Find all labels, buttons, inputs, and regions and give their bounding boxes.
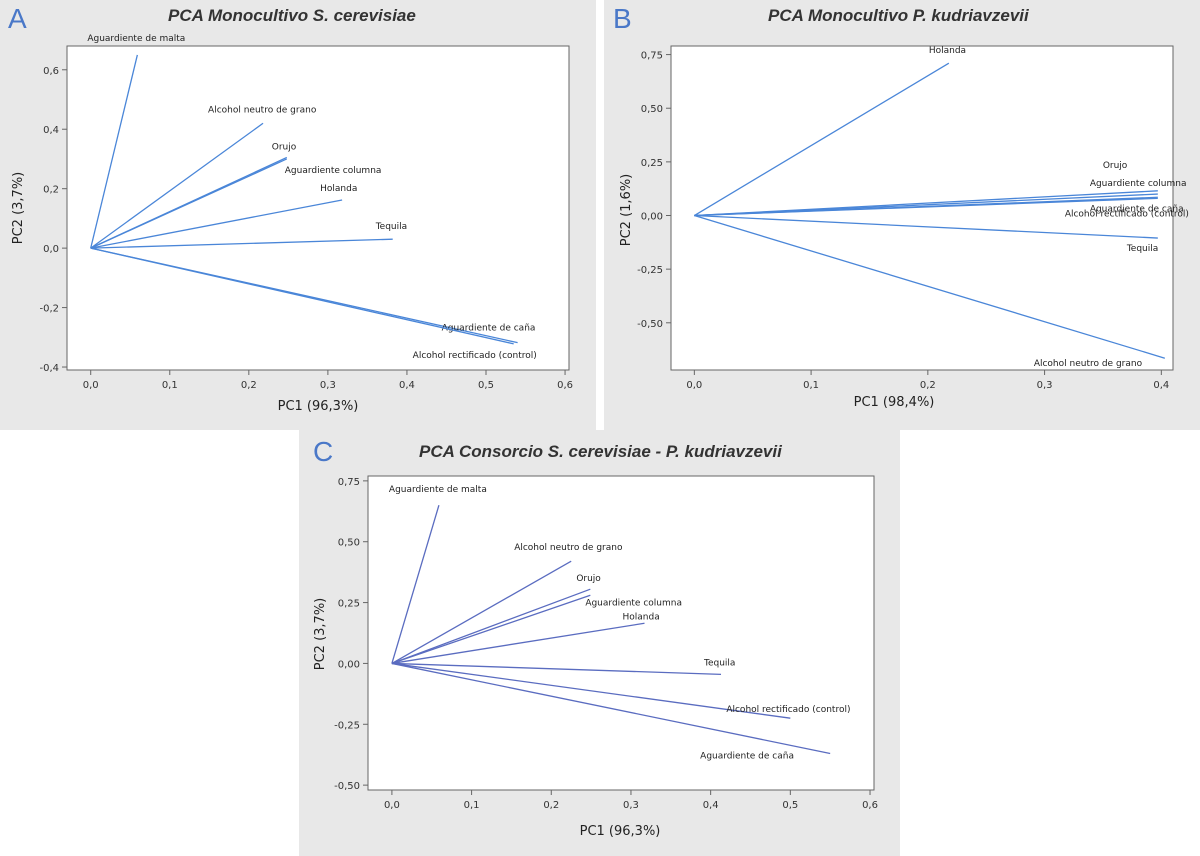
y-tick-label: 0,6 <box>43 66 59 77</box>
panel-label: A <box>8 3 27 34</box>
chart-a-svg: 0,0 0,1 0,2 0,3 0,4 0,5 0,6 -0,4 -0,2 0,0 0,2 0,4 0,… <box>11 34 573 414</box>
loading-vector <box>90 247 514 345</box>
x-tick-label: 0,6 <box>557 380 573 391</box>
vector-label: Tequila <box>1126 244 1158 254</box>
vector-label: Tequila <box>703 658 735 668</box>
x-tick-label: 0,6 <box>862 800 878 811</box>
panel-a: A PCA Monocultivo S. cerevisiae 0,0 0,1 0,… <box>0 0 596 430</box>
chart-b-svg: 0,0 0,1 0,2 0,3 0,4 -0,50 -0,25 0,00 0,25 0,50 0,7… <box>619 45 1189 410</box>
vector-label: Aguardiente columna <box>1090 179 1187 189</box>
plot-area <box>670 45 1174 371</box>
x-tick-label: 0,1 <box>803 380 819 391</box>
x-tick-label: 0,3 <box>1037 380 1053 391</box>
y-tick-label: -0,4 <box>39 363 59 374</box>
panel-label: C <box>313 436 334 467</box>
x-axis-label: PC1 (96,3%) <box>278 399 359 414</box>
x-tick-label: 0,3 <box>623 800 639 811</box>
x-axis-label: PC1 (96,3%) <box>580 824 661 839</box>
vector-label: Holanda <box>320 184 357 194</box>
loading-vector <box>694 197 1158 217</box>
vector-label: Alcohol neutro de grano <box>208 105 317 115</box>
loading-vector <box>694 214 1158 239</box>
loading-vector <box>391 622 645 665</box>
x-tick-label: 0,3 <box>320 380 336 391</box>
vector-label: Orujo <box>576 574 601 584</box>
chart-c-svg: 0,0 0,1 0,2 0,3 0,4 0,5 0,6 -0,50 -0,25 0,00 0,25 0… <box>313 475 878 839</box>
x-tick-label: 0,2 <box>241 380 257 391</box>
vector-label: Orujo <box>272 142 297 152</box>
loading-vector <box>90 158 288 249</box>
x-tick-label: 0,2 <box>543 800 559 811</box>
loading-vector <box>391 662 831 755</box>
y-tick-label: 0,2 <box>43 185 59 196</box>
vector-label: Aguardiente de caña <box>700 751 794 761</box>
y-tick-label: -0,50 <box>334 781 360 792</box>
vector-label: Alcohol neutro de grano <box>1034 359 1143 369</box>
x-tick-label: 0,0 <box>384 800 400 811</box>
loading-vector <box>694 62 950 217</box>
x-tick-label: 0,1 <box>464 800 480 811</box>
loading-vector <box>391 662 722 676</box>
loading-vector <box>391 594 591 665</box>
x-tick-label: 0,5 <box>782 800 798 811</box>
loading-vector <box>391 560 572 664</box>
y-tick-label: 0,75 <box>338 477 360 488</box>
loading-vector <box>90 238 393 249</box>
y-tick-label: 0,25 <box>338 599 360 610</box>
x-tick-label: 0,2 <box>920 380 936 391</box>
vector-label: Alcohol rectificado (control) <box>413 351 537 361</box>
y-tick-label: -0,50 <box>637 319 663 330</box>
vector-label: Alcohol rectificado (control) <box>1065 209 1189 219</box>
loading-vector <box>694 214 1166 359</box>
vector-label: Aguardiente columna <box>285 166 382 176</box>
x-tick-label: 0,5 <box>478 380 494 391</box>
y-tick-label: -0,25 <box>637 265 663 276</box>
y-axis-label: PC2 (3,7%) <box>313 598 328 671</box>
y-axis-label: PC2 (3,7%) <box>11 172 26 245</box>
x-tick-label: 0,4 <box>703 800 719 811</box>
chart-title: PCA Consorcio S. cerevisiae - P. kudriav… <box>419 442 782 461</box>
vector-label: Tequila <box>375 222 407 232</box>
vector-label: Holanda <box>623 612 660 622</box>
y-tick-label: 0,0 <box>43 244 59 255</box>
y-tick-label: 0,50 <box>641 104 663 115</box>
x-tick-label: 0,1 <box>162 380 178 391</box>
panel-label: B <box>613 3 632 34</box>
vector-label: Holanda <box>929 46 966 56</box>
plot-area <box>66 45 570 371</box>
vector-label: Aguardiente columna <box>585 598 682 608</box>
x-tick-label: 0,4 <box>399 380 415 391</box>
panel-b: B PCA Monocultivo P. kudriavzevii 0,0 0,1… <box>604 0 1200 430</box>
vector-label: Alcohol neutro de grano <box>514 543 623 553</box>
y-tick-label: 0,00 <box>641 212 663 223</box>
x-tick-label: 0,0 <box>83 380 99 391</box>
y-tick-label: -0,2 <box>39 304 59 315</box>
y-tick-label: 0,00 <box>338 659 360 670</box>
loading-vector <box>90 54 138 249</box>
loading-vector <box>90 199 343 249</box>
loading-vector <box>391 505 440 664</box>
vector-label: Alcohol rectificado (control) <box>726 705 850 715</box>
loading-vector <box>90 122 264 249</box>
y-tick-label: 0,50 <box>338 538 360 549</box>
plot-area <box>367 475 875 791</box>
chart-title: PCA Monocultivo S. cerevisiae <box>168 6 416 25</box>
vector-label: Aguardiente de caña <box>1090 204 1184 214</box>
y-tick-label: -0,25 <box>334 720 360 731</box>
vector-label: Aguardiente de caña <box>442 324 536 334</box>
x-tick-label: 0,0 <box>686 380 702 391</box>
loading-vector <box>391 588 591 665</box>
vector-label: Orujo <box>1103 161 1128 171</box>
vector-label: Aguardiente de malta <box>87 34 185 44</box>
y-tick-label: 0,4 <box>43 125 59 136</box>
vector-label: Aguardiente de malta <box>389 485 487 495</box>
panel-c: C PCA Consorcio S. cerevisiae - P. kudri… <box>299 430 900 856</box>
chart-title: PCA Monocultivo P. kudriavzevii <box>768 6 1029 25</box>
loading-vector <box>391 662 791 719</box>
y-tick-label: 0,75 <box>641 51 663 62</box>
y-axis-label: PC2 (1,6%) <box>619 174 634 247</box>
y-tick-label: 0,25 <box>641 158 663 169</box>
x-tick-label: 0,4 <box>1153 380 1169 391</box>
x-axis-label: PC1 (98,4%) <box>854 395 935 410</box>
